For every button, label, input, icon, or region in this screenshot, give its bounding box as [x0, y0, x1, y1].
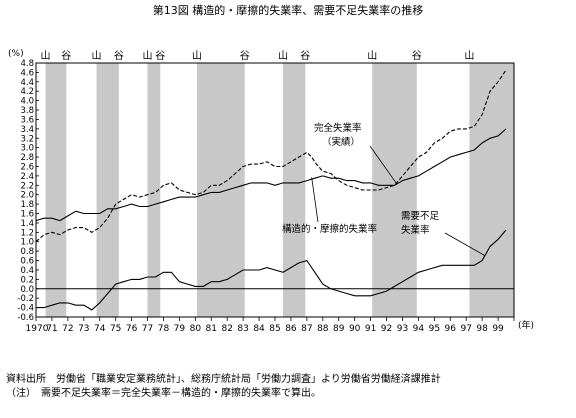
series-line-1 [35, 128, 507, 222]
y-tick-label: -0.6 [17, 313, 34, 323]
y-tick-label: 1.2 [20, 228, 34, 238]
x-tick-label: 78 [158, 324, 170, 334]
y-tick-label: 4.4 [20, 78, 34, 88]
cycle-label: 山 [41, 50, 51, 62]
cycle-label: 山 [192, 50, 202, 62]
y-tick-label: 3.8 [20, 106, 34, 116]
x-tick-label: 93 [397, 324, 408, 334]
cycle-label: 山 [92, 50, 102, 62]
x-tick-label: 96 [445, 324, 457, 334]
y-tick-label: 4.0 [20, 97, 34, 107]
cycle-label: 谷 [412, 50, 422, 62]
series-line-0 [35, 69, 507, 243]
chart-title: 第13図 構造的・摩擦的失業率、需要不足失業率の推移 [152, 4, 424, 17]
x-tick-label: 73 [78, 324, 89, 334]
cycle-label: 山 [143, 50, 153, 62]
y-tick-label: 3.4 [20, 125, 34, 135]
x-tick-label: 71 [46, 324, 57, 334]
shaded-period-0 [45, 63, 67, 317]
y-tick-label: 2.4 [20, 172, 34, 182]
x-tick-label: 85 [269, 324, 280, 334]
y-tick-label: 4.6 [20, 68, 34, 78]
footnote: （注） 需要不足失業率＝完全失業率－構造的・摩擦的失業率で算出。 [6, 388, 321, 399]
y-tick-label: 0.6 [20, 257, 34, 267]
x-tick-label: 80 [190, 324, 202, 334]
cycle-label: 山 [464, 50, 474, 62]
cycle-label: 谷 [240, 50, 250, 62]
x-tick-label: 98 [476, 324, 488, 334]
y-tick-label: 3.0 [20, 144, 34, 154]
cycle-label: 谷 [155, 50, 165, 62]
x-tick-label: 79 [174, 324, 186, 334]
annotation-leader [444, 232, 486, 257]
cycle-label: 山 [278, 50, 288, 62]
y-tick-label: 2.0 [20, 191, 34, 201]
cycle-label: 谷 [114, 50, 124, 62]
x-tick-label: 87 [301, 324, 312, 334]
y-tick-label: 4.8 [20, 59, 34, 69]
cycle-label: 山 [367, 50, 377, 62]
x-tick-label: 84 [253, 324, 265, 334]
y-tick-label: 0.0 [20, 285, 34, 295]
y-tick-label: 1.6 [20, 210, 34, 220]
x-tick-label: 86 [285, 324, 297, 334]
y-tick-label: 3.2 [20, 134, 34, 144]
y-tick-label: 0.8 [20, 247, 34, 257]
y-tick-label: 0.2 [20, 275, 34, 285]
x-tick-label: 74 [94, 324, 106, 334]
y-tick-label: 1.4 [20, 219, 34, 229]
shaded-period-6 [469, 63, 514, 317]
y-tick-label: 2.6 [20, 162, 34, 172]
y-tick-label: 2.8 [20, 153, 34, 163]
x-tick-label: 91 [365, 324, 376, 334]
y-tick-label: -0.2 [17, 294, 34, 304]
y-axis-unit: (%) [8, 49, 24, 59]
x-tick-label: 77 [142, 324, 153, 334]
annotation-label: （実績） [322, 136, 360, 148]
x-tick-label: 99 [492, 324, 504, 334]
x-tick-label: 76 [126, 324, 138, 334]
y-tick-label: 1.8 [20, 200, 34, 210]
annotation-label: 構造的・摩擦的失業率 [282, 223, 378, 235]
y-tick-label: 0.4 [20, 266, 34, 276]
series-line-2 [36, 229, 507, 311]
x-axis-unit: (年) [518, 321, 535, 331]
annotation-leader [311, 177, 319, 223]
annotation-leader [369, 145, 397, 184]
x-tick-label: 95 [429, 324, 440, 334]
x-tick-label: 97 [460, 324, 471, 334]
y-tick-label: 2.2 [20, 181, 34, 191]
x-tick-label: 1970 [26, 324, 49, 334]
annotation-label: 失業率 [401, 224, 430, 236]
shaded-period-2 [147, 63, 161, 317]
annotation-label: 需要不足 [401, 211, 440, 222]
x-tick-label: 81 [206, 324, 217, 334]
source-note: 資料出所 労働省「職業安定業務統計」、総務庁統計局「労働力調査」より労働省労働経… [6, 374, 441, 385]
x-tick-label: 82 [221, 324, 232, 334]
y-tick-label: 4.2 [20, 87, 34, 97]
x-tick-label: 83 [237, 324, 248, 334]
cycle-label: 谷 [300, 50, 310, 62]
shaded-period-1 [96, 63, 119, 317]
shaded-period-3 [196, 63, 245, 317]
annotation-label: 完全失業率 [314, 122, 362, 134]
x-tick-label: 94 [413, 324, 425, 334]
x-tick-label: 92 [381, 324, 392, 334]
x-tick-label: 88 [317, 324, 329, 334]
x-tick-label: 72 [62, 324, 73, 334]
cycle-label: 谷 [61, 50, 71, 62]
shaded-period-4 [282, 63, 306, 317]
x-tick-label: 89 [333, 324, 345, 334]
x-tick-label: 90 [349, 324, 361, 334]
y-tick-label: 1.0 [20, 238, 34, 248]
y-tick-label: -0.4 [17, 304, 34, 314]
x-tick-label: 75 [110, 324, 121, 334]
y-tick-label: 3.6 [20, 115, 34, 125]
